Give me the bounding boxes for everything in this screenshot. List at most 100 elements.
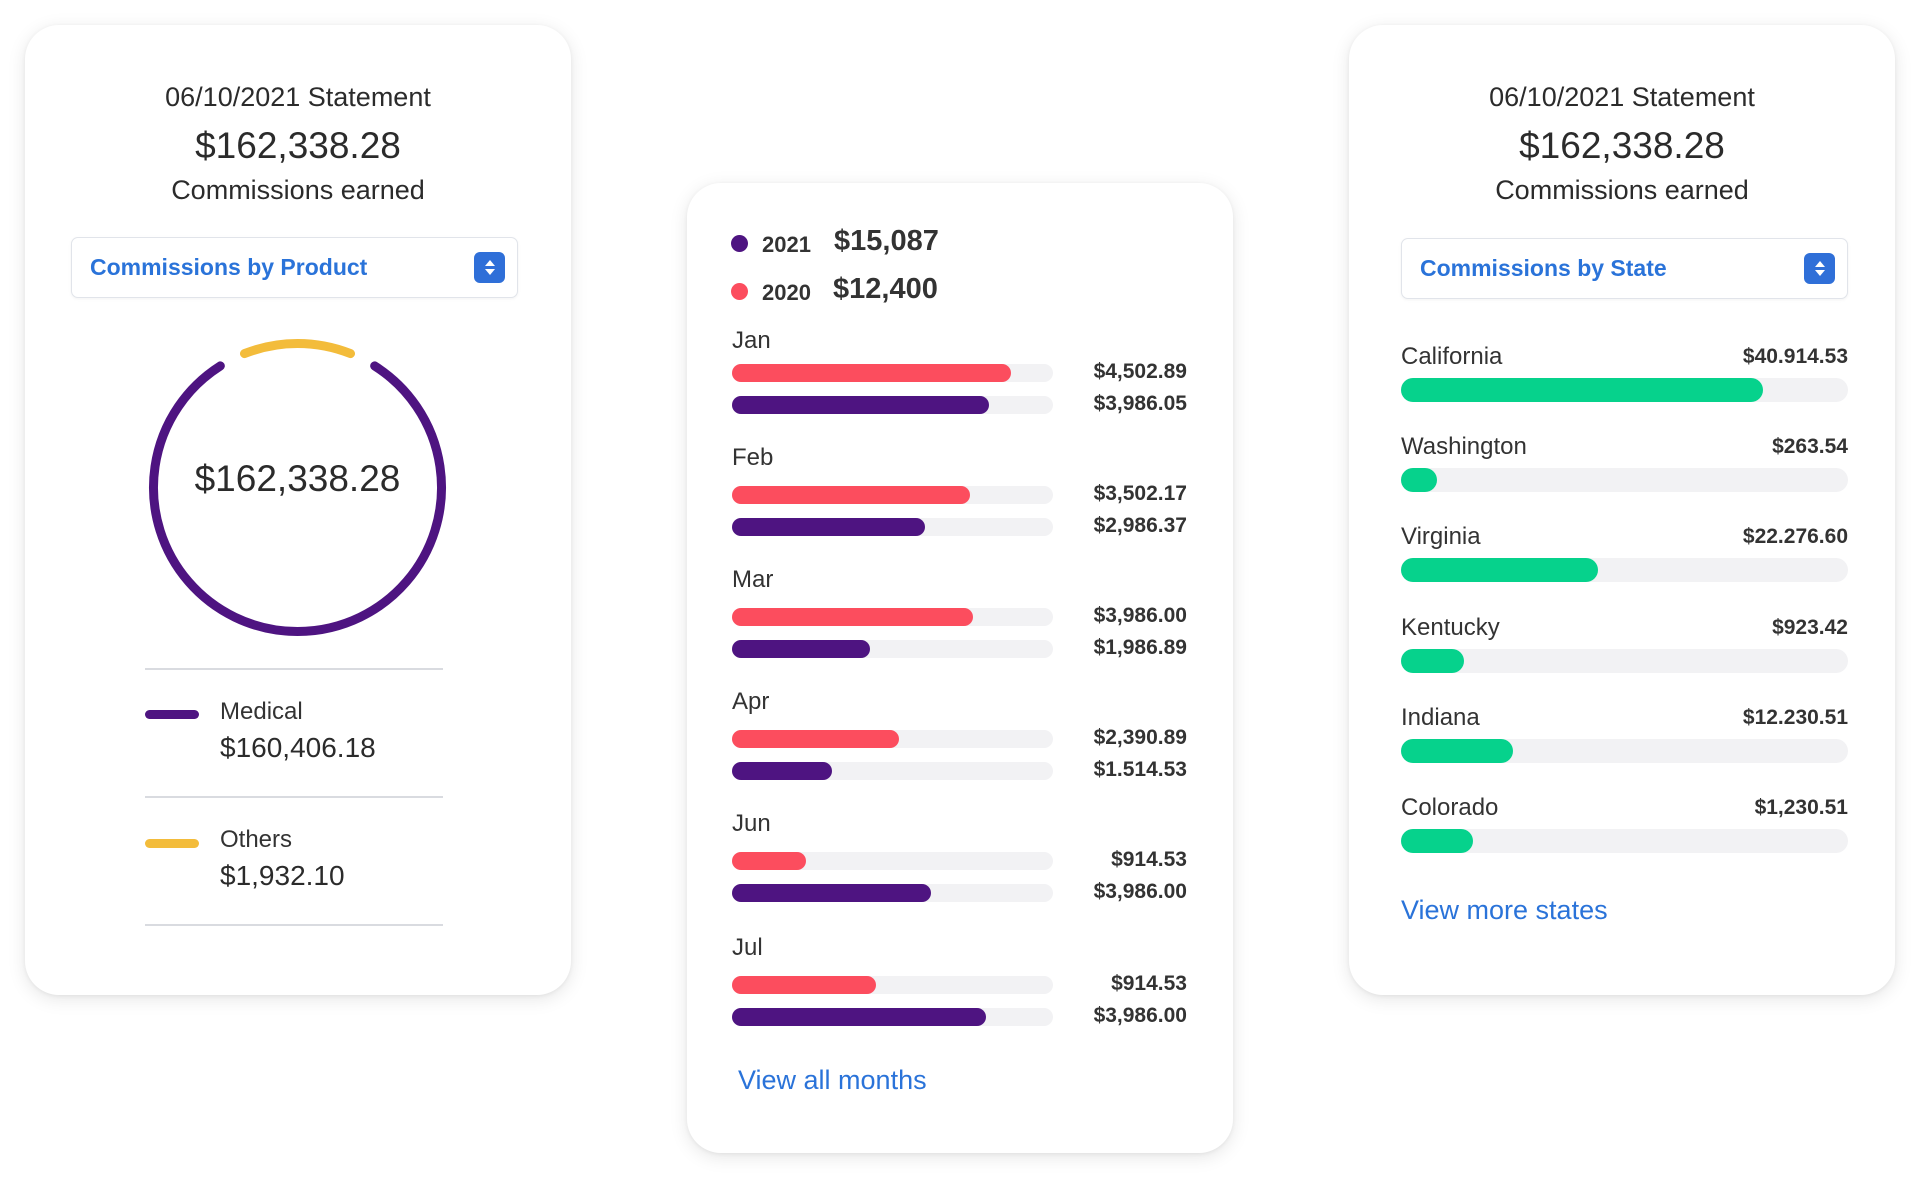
- legend-2020-dot: [731, 283, 748, 300]
- state-value: $22.276.60: [1742, 525, 1848, 548]
- others-legend-swatch: [145, 839, 199, 848]
- state-bar: [1401, 378, 1764, 402]
- state-name: Virginia: [1401, 523, 1481, 550]
- state-value: $923.42: [1772, 616, 1848, 639]
- up-down-arrows-icon: [1804, 253, 1835, 284]
- legend-divider: [145, 796, 443, 798]
- others-legend-value: $1,932.10: [220, 860, 345, 891]
- bar-2020: [732, 364, 1012, 382]
- medical-legend-value: $160,406.18: [220, 732, 376, 763]
- product-commissions-card: 06/10/2021 Statement $162,338.28 Commiss…: [25, 25, 571, 995]
- value-2021: $2,986.37: [1093, 514, 1187, 537]
- value-2020: $2,390.89: [1093, 726, 1187, 749]
- state-bar-track: [1401, 558, 1848, 582]
- donut-arc-medical: [149, 361, 446, 636]
- bar-2021: [732, 396, 989, 414]
- bar-track-2021: [732, 1008, 1053, 1026]
- legend-2021-year: 2021: [762, 232, 811, 257]
- donut-arc-others: [239, 339, 356, 359]
- bar-track-2021: [732, 884, 1053, 902]
- state-bar-track: [1401, 649, 1848, 673]
- legend-2020-total: $12,400: [833, 273, 938, 305]
- bar-track-2021: [732, 762, 1053, 780]
- legend-divider: [145, 924, 443, 926]
- state-value: $1,230.51: [1754, 796, 1848, 819]
- legend-2021-total: $15,087: [834, 225, 939, 257]
- value-2021: $1,986.89: [1093, 636, 1187, 659]
- state-dropdown[interactable]: Commissions by State: [1401, 238, 1848, 299]
- bar-2021: [732, 762, 832, 780]
- value-2021: $3,986.00: [1093, 1004, 1187, 1027]
- statement-date: 06/10/2021 Statement: [1489, 82, 1755, 112]
- state-bar: [1401, 468, 1437, 492]
- donut-center-amount: $162,338.28: [194, 458, 401, 499]
- monthly-commissions-card: 2021 $15,087 2020 $12,400 Jan $4,502.89 …: [687, 183, 1233, 1153]
- bar-track-2020: [732, 730, 1053, 748]
- view-more-states-link[interactable]: View more states: [1401, 895, 1608, 925]
- state-commissions-card: 06/10/2021 Statement $162,338.28 Commiss…: [1349, 25, 1895, 995]
- product-dropdown[interactable]: Commissions by Product: [71, 237, 518, 298]
- month-label: Jan: [732, 327, 771, 354]
- month-label: Feb: [732, 444, 774, 471]
- view-all-months-link[interactable]: View all months: [738, 1065, 927, 1095]
- state-name: Indiana: [1401, 704, 1480, 731]
- state-name: California: [1401, 343, 1503, 370]
- month-label: Mar: [732, 566, 774, 593]
- value-2020: $3,986.00: [1093, 604, 1187, 627]
- state-bar-track: [1401, 468, 1848, 492]
- statement-subtitle: Commissions earned: [171, 175, 425, 205]
- value-2020: $914.53: [1111, 972, 1187, 995]
- statement-amount: $162,338.28: [1519, 125, 1725, 166]
- state-dropdown-label: Commissions by State: [1420, 255, 1667, 281]
- statement-amount: $162,338.28: [195, 125, 401, 166]
- medical-legend-swatch: [145, 710, 199, 719]
- bar-track-2020: [732, 852, 1053, 870]
- bar-2020: [732, 730, 899, 748]
- value-2021: $1.514.53: [1093, 758, 1187, 781]
- state-name: Colorado: [1401, 794, 1499, 821]
- bar-2020: [732, 486, 970, 504]
- bar-2021: [732, 1008, 986, 1026]
- bar-track-2020: [732, 364, 1053, 382]
- bar-track-2021: [732, 640, 1053, 658]
- medical-legend-name: Medical: [220, 698, 303, 725]
- state-bar: [1401, 558, 1598, 582]
- bar-2021: [732, 884, 932, 902]
- state-bar-track: [1401, 739, 1848, 763]
- state-name: Washington: [1401, 433, 1527, 460]
- state-bar-track: [1401, 829, 1848, 853]
- value-2020: $4,502.89: [1093, 360, 1187, 383]
- statement-date: 06/10/2021 Statement: [165, 82, 431, 112]
- state-value: $263.54: [1772, 435, 1848, 458]
- state-bar-track: [1401, 378, 1848, 402]
- value-2021: $3,986.00: [1093, 880, 1187, 903]
- bar-track-2020: [732, 486, 1053, 504]
- bar-2020: [732, 976, 877, 994]
- bar-track-2021: [732, 518, 1053, 536]
- others-legend-name: Others: [220, 826, 293, 853]
- legend-2020-year: 2020: [762, 280, 811, 305]
- state-bar: [1401, 829, 1473, 853]
- month-label: Jul: [732, 934, 763, 961]
- bar-track-2021: [732, 396, 1053, 414]
- value-2020: $914.53: [1111, 848, 1187, 871]
- bar-track-2020: [732, 608, 1053, 626]
- bar-2021: [732, 640, 871, 658]
- value-2020: $3,502.17: [1093, 482, 1187, 505]
- month-label: Apr: [732, 688, 770, 715]
- month-label: Jun: [732, 810, 771, 837]
- legend-2021-dot: [731, 235, 748, 252]
- legend-divider: [145, 668, 443, 670]
- statement-subtitle: Commissions earned: [1495, 175, 1749, 205]
- bar-2021: [732, 518, 925, 536]
- state-name: Kentucky: [1401, 614, 1500, 641]
- product-dropdown-label: Commissions by Product: [90, 254, 368, 280]
- bar-track-2020: [732, 976, 1053, 994]
- up-down-arrows-icon: [474, 252, 505, 283]
- value-2021: $3,986.05: [1093, 392, 1187, 415]
- product-donut-chart: [149, 339, 446, 636]
- state-bar: [1401, 649, 1464, 673]
- state-value: $40.914.53: [1742, 345, 1848, 368]
- state-bar: [1401, 739, 1513, 763]
- bar-2020: [732, 608, 973, 626]
